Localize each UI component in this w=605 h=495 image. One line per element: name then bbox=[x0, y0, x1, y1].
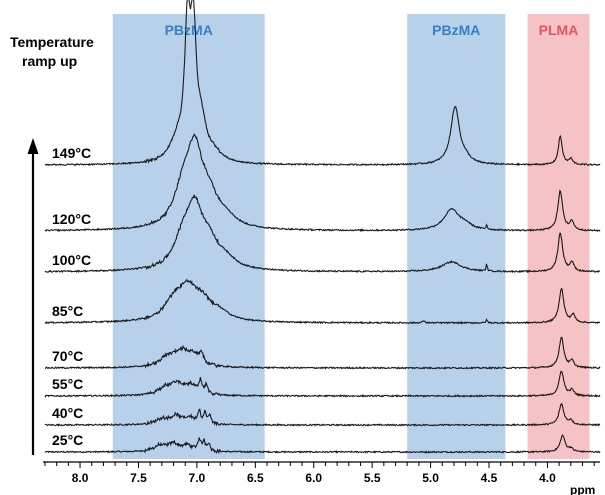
temp-label-55c: 55°C bbox=[52, 376, 83, 392]
ramp-arrow-icon bbox=[27, 138, 39, 455]
spectrum-120c bbox=[44, 133, 601, 233]
x-tick-label: 5.0 bbox=[422, 471, 439, 485]
temp-label-120c: 120°C bbox=[52, 211, 91, 227]
temp-label-100c: 100°C bbox=[52, 252, 91, 268]
band-label-0: PBzMA bbox=[165, 22, 213, 38]
temp-label-40c: 40°C bbox=[52, 405, 83, 421]
x-tick-label: 6.0 bbox=[305, 471, 322, 485]
temp-label-70c: 70°C bbox=[52, 348, 83, 364]
spectrum-149c bbox=[44, 0, 601, 167]
x-tick-label: 4.5 bbox=[481, 471, 498, 485]
x-tick-label: 7.5 bbox=[130, 471, 147, 485]
region-band-labels: PBzMA PBzMA PLMA bbox=[165, 22, 579, 38]
spectrum-55c bbox=[44, 370, 601, 398]
temp-label-149c: 149°C bbox=[52, 145, 91, 161]
x-tick-label: 4.0 bbox=[539, 471, 556, 485]
x-tick-label: 8.0 bbox=[72, 471, 89, 485]
spectrum-40c bbox=[44, 403, 601, 427]
x-tick-label: 7.0 bbox=[189, 471, 206, 485]
spectra-series bbox=[44, 0, 601, 454]
temp-label-85c: 85°C bbox=[52, 303, 83, 319]
band-0 bbox=[112, 14, 265, 459]
x-tick-label: 5.5 bbox=[364, 471, 381, 485]
spectrum-25c bbox=[44, 434, 601, 454]
temperature-labels: 25°C 40°C 55°C 70°C 85°C 100°C 120°C 149°C bbox=[52, 145, 91, 448]
x-axis-label: ppm bbox=[570, 483, 595, 495]
ramp-annotation-line-2: ramp up bbox=[22, 53, 77, 69]
ramp-annotation-line-1: Temperature bbox=[10, 34, 94, 50]
spectrum-70c bbox=[44, 336, 601, 370]
spectrum-85c bbox=[44, 278, 601, 325]
temp-label-25c: 25°C bbox=[52, 432, 83, 448]
region-bands bbox=[112, 14, 590, 459]
band-label-2: PLMA bbox=[539, 22, 579, 38]
x-axis bbox=[43, 461, 600, 468]
x-tick-label: 6.5 bbox=[247, 471, 264, 485]
band-2 bbox=[527, 14, 590, 459]
ramp-annotation: Temperature ramp up bbox=[10, 34, 98, 69]
x-axis-tick-labels: 8.0 7.5 7.0 6.5 6.0 5.5 5.0 4.5 4.0 bbox=[72, 471, 556, 485]
band-1 bbox=[407, 14, 506, 459]
spectrum-100c bbox=[44, 194, 601, 274]
band-label-1: PBzMA bbox=[432, 22, 480, 38]
